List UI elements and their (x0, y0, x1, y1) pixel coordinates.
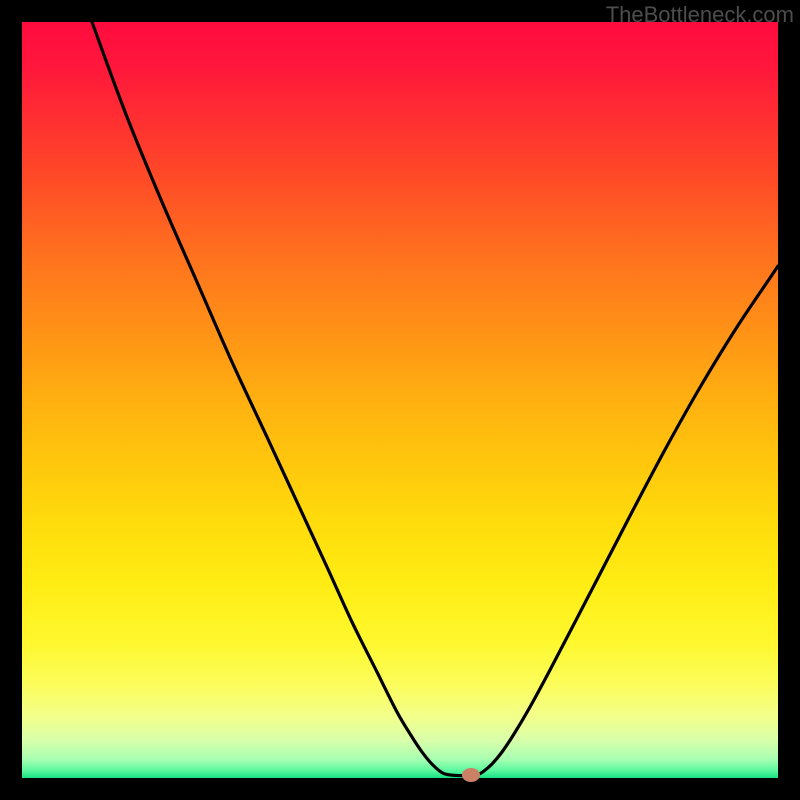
watermark-text: TheBottleneck.com (606, 2, 794, 28)
bottleneck-chart (0, 0, 800, 800)
optimum-marker (462, 768, 480, 782)
chart-container: TheBottleneck.com (0, 0, 800, 800)
